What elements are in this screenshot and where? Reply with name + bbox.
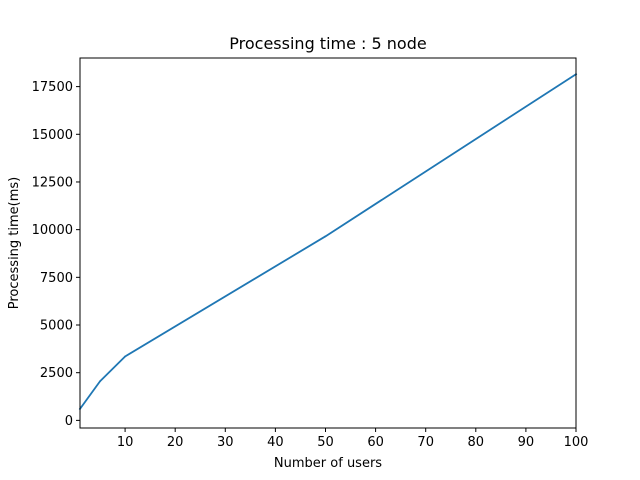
y-axis-label: Processing time(ms) [7,177,22,310]
x-axis-label: Number of users [274,456,382,471]
x-tick-label: 60 [367,435,384,450]
x-tick-label: 90 [518,435,535,450]
x-tick-label: 100 [564,435,589,450]
y-tick-label: 10000 [32,223,73,238]
plot-frame [79,57,577,429]
x-tick-label: 70 [417,435,434,450]
y-tick-label: 5000 [40,319,73,334]
y-tick-label: 17500 [32,80,73,95]
x-tick-label: 80 [468,435,485,450]
y-tick-label: 7500 [40,271,73,286]
chart-title: Processing time : 5 node [229,34,426,53]
y-tick-label: 15000 [32,128,73,143]
data-point [124,355,126,358]
y-tick-label: 12500 [32,175,73,190]
y-tick-label: 0 [65,414,73,429]
y-axis-ticks: 0 2500 5000 7500 10000 12500 15000 17500 [32,80,80,429]
x-tick-label: 10 [117,435,134,450]
data-point [99,380,101,383]
x-tick-label: 30 [217,435,234,450]
y-tick-label: 2500 [40,366,73,381]
x-tick-label: 20 [167,435,184,450]
x-tick-label: 50 [317,435,334,450]
x-axis-ticks: 10 20 30 40 50 60 70 80 90 100 [117,428,589,450]
data-point [324,235,327,238]
x-tick-label: 40 [267,435,284,450]
